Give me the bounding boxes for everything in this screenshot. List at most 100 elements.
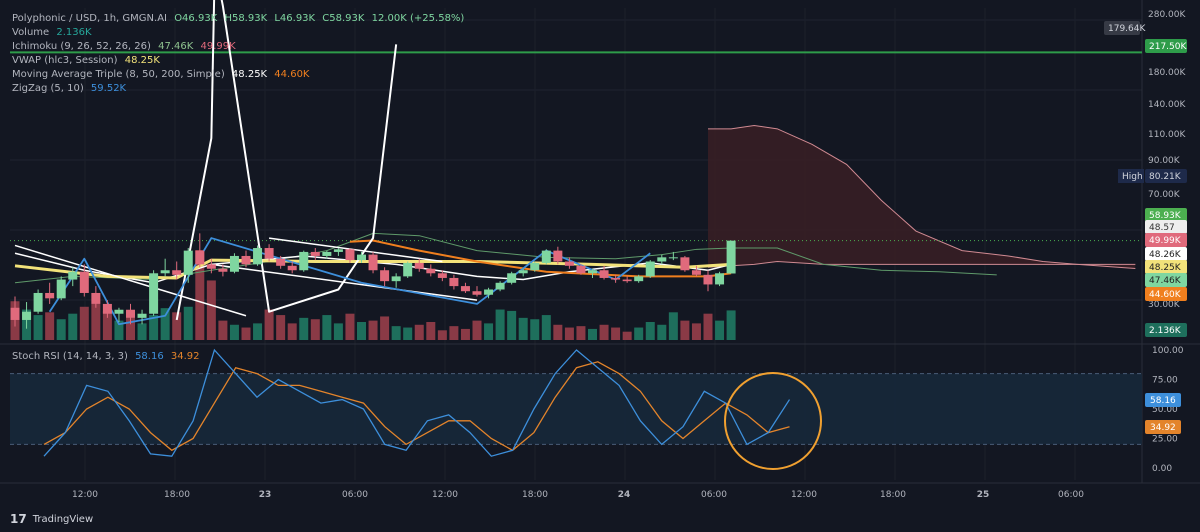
volume-bar [45,312,55,340]
stoch-band [10,373,1142,445]
volume-bar [333,323,343,340]
candle-body [691,270,701,275]
stoch-k-value: 58.16 [135,351,164,362]
legend-zigzag[interactable]: ZigZag (5, 10) 59.52K [12,82,130,96]
volume-bar [622,331,632,340]
volume-bar [380,316,390,340]
candle-body [414,262,424,269]
candle-body [726,240,736,274]
price-tick-label: 280.00K [1148,10,1186,20]
symbol-title: Polyphonic / USD, 1h, GMGN.AI [12,13,167,24]
volume-bar [414,324,424,340]
volume-bar [91,304,101,340]
candle-body [541,250,551,263]
volume-bar [403,327,413,340]
volume-bar [299,317,309,340]
ohlc-low: L46.93K [274,13,316,24]
ohlc-close: C58.93K [322,13,365,24]
legend-ma-triple[interactable]: Moving Average Triple (8, 50, 200, Simpl… [12,68,313,82]
candle-body [611,277,621,280]
price-axis-text-last: 58.93K [1149,211,1182,221]
legend-volume[interactable]: Volume 2.136K [12,26,96,40]
candle-body [622,279,632,282]
zigzag-value: 59.52K [90,83,127,94]
legend-symbol: Polyphonic / USD, 1h, GMGN.AI O46.93K H5… [12,12,468,26]
volume-bar [172,312,182,340]
stoch-tick-label: 75.00 [1152,376,1178,386]
price-tick-label: 110.00K [1148,130,1186,140]
legend-vwap[interactable]: VWAP (hlc3, Session) 48.25K [12,54,164,68]
price-axis-box-last [1145,208,1187,222]
price-axis-box-white [1145,247,1187,261]
ma-triple-value-1: 48.25K [231,69,268,80]
ichimoku-cloud [708,125,1136,269]
volume-bar [564,327,574,340]
volume-bar [79,306,89,340]
volume-bar [645,322,655,340]
volume-bar [576,326,586,340]
volume-bar [611,327,621,340]
volume-bar [33,315,43,340]
volume-bar [149,315,159,340]
stoch-label: Stoch RSI (14, 14, 3, 3) [12,351,128,362]
candle-body [426,268,436,274]
volume-bar [126,317,135,340]
volume-bar [218,320,228,340]
stoch-tick-label: 100.00 [1152,346,1184,356]
stoch-axis-box-k [1145,393,1181,407]
volume-value: 2.136K [56,27,92,38]
volume-bar [449,326,459,340]
stoch-tick-label: 25.00 [1152,435,1178,445]
volume-bar [68,313,78,340]
time-axis-label: 06:00 [701,490,727,500]
volume-bar [206,280,216,340]
price-axis-box-ichi [1145,273,1187,287]
legend-ichimoku[interactable]: Ichimoku (9, 26, 52, 26, 26) 47.46K 49.9… [12,40,240,54]
price-axis-box-cloud_upper [1145,220,1187,234]
candle-body [507,273,517,283]
candle-body [218,268,228,272]
candle-body [264,248,274,259]
price-axis-box-hline [1145,39,1187,53]
candle-body [310,251,320,256]
candle-body [45,292,55,299]
volume-bar [530,319,540,340]
ma-white-line [14,252,732,284]
candle-body [195,250,205,265]
candle-body [530,262,540,271]
candle-body [368,254,378,271]
zigzag-label: ZigZag (5, 10) [12,83,84,94]
tradingview-logo-icon: 𝟭𝟳 [10,512,27,526]
high-label-text: High [1122,172,1143,182]
time-axis-label: 12:00 [791,490,817,500]
legend-stoch-rsi[interactable]: Stoch RSI (14, 14, 3, 3) 58.16 34.92 [12,350,204,364]
candle-body [484,289,494,295]
volume-bar [437,330,447,340]
candle-body [229,255,239,272]
volume-bar [495,309,505,340]
stoch-axis-text-k: 58.16 [1150,396,1176,406]
tradingview-brand[interactable]: 𝟭𝟳 TradingView [10,512,94,526]
candle-body [380,270,390,282]
price-axis-text-hline: 217.50K [1149,42,1187,52]
stoch-d-value: 34.92 [170,351,200,362]
candle-body [553,250,563,262]
candle-body [668,257,678,259]
time-axis-label: 18:00 [880,490,906,500]
volume-bar [160,308,170,340]
volume-bar [137,323,147,340]
volume-bar [553,324,563,340]
stoch-axis-box-d [1145,420,1181,434]
time-axis-label: 25 [977,490,990,500]
ichimoku-label: Ichimoku (9, 26, 52, 26, 26) [12,41,151,52]
volume-bar [472,320,482,340]
candle-body [599,270,609,278]
candle-body [472,291,482,295]
high-label-box [1118,169,1144,183]
cloud-upper-line [708,124,1136,270]
volume-bar [703,313,713,340]
volume-bar [588,328,597,340]
annotation-circle [724,372,822,470]
volume-bar [715,320,725,340]
